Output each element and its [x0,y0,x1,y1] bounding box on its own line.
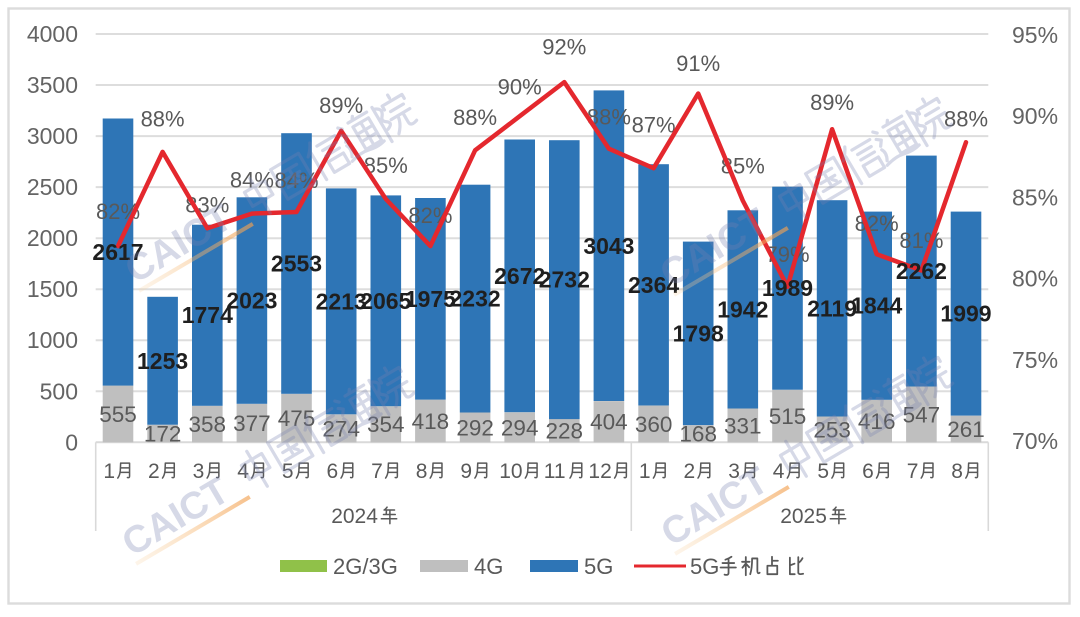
svg-text:1975: 1975 [405,286,456,312]
svg-text:75%: 75% [1012,347,1058,373]
svg-text:228: 228 [546,419,584,444]
svg-text:2: 2 [684,460,696,483]
svg-text:80%: 80% [1012,266,1058,292]
svg-text:6: 6 [862,460,874,483]
svg-text:331: 331 [724,413,762,438]
svg-text:3000: 3000 [27,123,78,149]
svg-text:1844: 1844 [851,293,902,319]
svg-text:91%: 91% [676,51,720,76]
svg-text:88%: 88% [141,106,185,131]
svg-text:1999: 1999 [940,301,991,327]
svg-text:1942: 1942 [717,296,768,322]
svg-text:87%: 87% [632,113,676,138]
svg-text:11: 11 [544,460,566,483]
svg-text:1: 1 [103,460,115,483]
svg-text:92%: 92% [542,35,586,60]
svg-text:2065: 2065 [360,288,411,314]
svg-text:2000: 2000 [27,225,78,251]
svg-text:2213: 2213 [316,288,367,314]
svg-text:2023: 2023 [226,288,277,314]
svg-text:475: 475 [278,406,316,431]
svg-text:377: 377 [233,411,271,436]
svg-text:95%: 95% [1012,22,1058,48]
svg-text:2364: 2364 [628,272,679,298]
svg-text:2732: 2732 [539,267,590,293]
svg-text:3: 3 [193,460,205,483]
svg-text:7: 7 [371,460,383,483]
svg-text:89%: 89% [810,90,854,115]
svg-text:2262: 2262 [896,258,947,284]
svg-text:354: 354 [367,412,405,437]
svg-text:547: 547 [903,402,941,427]
svg-text:2: 2 [148,460,160,483]
svg-text:418: 418 [412,409,450,434]
svg-text:292: 292 [456,415,494,440]
svg-text:4G: 4G [474,554,503,579]
svg-text:4000: 4000 [27,21,78,47]
svg-text:274: 274 [322,416,360,441]
svg-text:1774: 1774 [182,302,233,328]
svg-text:1: 1 [639,460,651,483]
svg-text:358: 358 [189,412,227,437]
svg-text:2617: 2617 [92,239,143,265]
svg-text:88%: 88% [944,107,988,132]
svg-text:4: 4 [773,460,785,483]
svg-text:84%: 84% [230,168,274,193]
svg-text:5: 5 [282,460,294,483]
svg-text:1500: 1500 [27,276,78,302]
svg-text:2119: 2119 [807,295,857,321]
svg-text:90%: 90% [1012,103,1058,129]
svg-text:1989: 1989 [762,275,813,301]
svg-text:2553: 2553 [271,251,322,277]
svg-text:90%: 90% [498,75,542,100]
svg-text:2500: 2500 [27,174,78,200]
svg-text:172: 172 [144,422,182,447]
svg-text:8: 8 [416,460,428,483]
svg-text:2024: 2024 [331,505,378,528]
svg-text:12: 12 [588,460,611,483]
svg-text:515: 515 [769,404,807,429]
svg-text:360: 360 [635,412,673,437]
svg-text:2672: 2672 [494,263,545,289]
svg-text:1798: 1798 [673,320,724,346]
svg-text:2025: 2025 [780,505,827,528]
svg-text:404: 404 [590,410,628,435]
svg-text:3: 3 [728,460,740,483]
svg-text:89%: 89% [319,93,363,118]
svg-text:3043: 3043 [583,233,634,259]
svg-text:0: 0 [65,429,78,455]
svg-text:416: 416 [858,409,896,434]
svg-text:500: 500 [40,378,78,404]
svg-text:294: 294 [501,415,539,440]
svg-text:8: 8 [951,460,963,483]
svg-text:1253: 1253 [137,348,188,374]
svg-text:168: 168 [679,422,717,447]
svg-text:5G: 5G [584,554,613,579]
svg-text:261: 261 [947,417,985,442]
svg-text:7: 7 [907,460,919,483]
svg-text:555: 555 [99,402,137,427]
svg-text:2232: 2232 [450,286,501,312]
svg-text:253: 253 [813,417,851,442]
svg-text:3500: 3500 [27,72,78,98]
svg-text:9: 9 [460,460,472,483]
svg-text:4: 4 [237,460,249,483]
svg-text:1000: 1000 [27,327,78,353]
svg-text:2G/3G: 2G/3G [333,554,398,579]
svg-text:5: 5 [817,460,829,483]
svg-text:88%: 88% [453,105,497,130]
svg-text:5G: 5G [690,554,719,579]
svg-text:70%: 70% [1012,428,1058,454]
svg-text:85%: 85% [1012,184,1058,210]
svg-text:10: 10 [499,460,522,483]
svg-text:6: 6 [327,460,339,483]
